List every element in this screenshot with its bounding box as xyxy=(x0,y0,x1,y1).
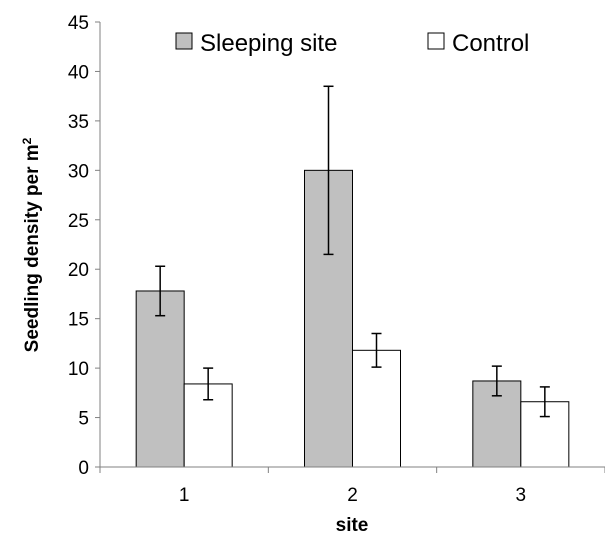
x-tick-label: 2 xyxy=(347,485,358,506)
x-axis-title: site xyxy=(336,515,369,536)
y-axis-ticks: 0 5 10 15 20 25 30 35 40 45 xyxy=(68,13,100,479)
y-tick-label: 45 xyxy=(68,13,89,34)
y-axis-title-text: Seedling density per m xyxy=(22,144,43,352)
y-axis-title-superscript: 2 xyxy=(20,137,34,144)
legend-swatch xyxy=(175,32,193,50)
x-axis-ticks: 1 2 3 xyxy=(99,467,605,506)
y-axis-title: Seedling density per m2 xyxy=(20,137,43,352)
x-tick-label: 3 xyxy=(516,485,527,506)
legend-label: Sleeping site xyxy=(200,30,337,57)
legend-label: Control xyxy=(452,30,529,57)
y-tick-label: 5 xyxy=(78,409,89,430)
legend: Sleeping site Control xyxy=(175,30,529,57)
y-tick-label: 0 xyxy=(78,458,89,479)
x-tick-label: 1 xyxy=(179,485,190,506)
y-tick-label: 10 xyxy=(68,359,89,380)
plot-area xyxy=(135,85,570,468)
bar-sleeping-site-site-1 xyxy=(135,290,185,468)
y-tick-label: 35 xyxy=(68,112,89,133)
y-tick-label: 15 xyxy=(68,310,89,331)
y-tick-label: 25 xyxy=(68,211,89,232)
y-tick-label: 20 xyxy=(68,260,89,281)
y-tick-label: 30 xyxy=(68,161,89,182)
y-tick-label: 40 xyxy=(68,62,89,83)
legend-swatch xyxy=(427,32,445,50)
